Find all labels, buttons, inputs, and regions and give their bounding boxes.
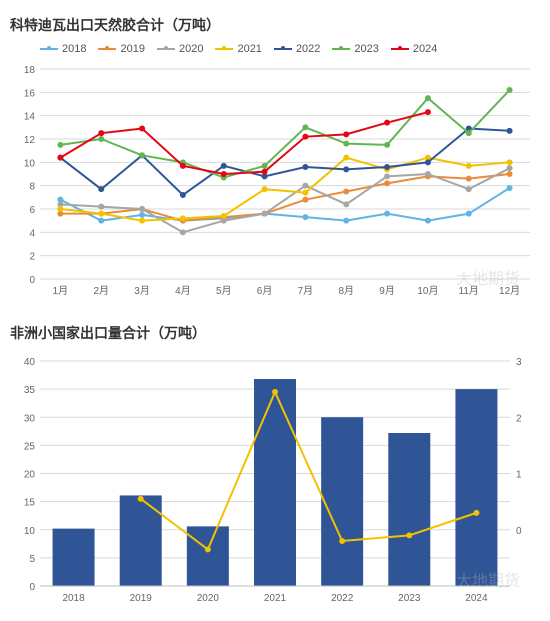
svg-text:10: 10 xyxy=(24,158,36,169)
svg-text:3月: 3月 xyxy=(134,285,150,297)
svg-text:2: 2 xyxy=(29,252,35,263)
svg-text:9月: 9月 xyxy=(379,285,395,297)
svg-text:12月: 12月 xyxy=(499,285,520,297)
svg-text:40: 40 xyxy=(24,357,36,368)
svg-text:8: 8 xyxy=(29,182,35,193)
svg-text:20: 20 xyxy=(24,470,36,481)
svg-text:0: 0 xyxy=(29,582,35,593)
svg-text:2020: 2020 xyxy=(197,593,220,604)
svg-text:6: 6 xyxy=(29,205,35,216)
svg-text:14: 14 xyxy=(24,112,36,123)
svg-text:18: 18 xyxy=(24,65,36,76)
svg-text:0: 0 xyxy=(516,526,522,537)
legend-item: 2019 xyxy=(98,43,144,55)
svg-text:2018: 2018 xyxy=(62,593,85,604)
svg-text:2: 2 xyxy=(516,413,522,424)
svg-text:7月: 7月 xyxy=(298,285,314,297)
chart1-title: 科特迪瓦出口天然胶合计（万吨） xyxy=(10,15,540,35)
svg-text:6月: 6月 xyxy=(257,285,273,297)
svg-text:4: 4 xyxy=(29,228,35,239)
svg-text:11月: 11月 xyxy=(459,285,479,297)
chart2-plot: 0 5 10 15 20 25 30 35 40 0 1 2 3 2018 2019 2020 2021 2022… xyxy=(10,351,540,611)
svg-text:2022: 2022 xyxy=(331,593,354,604)
svg-text:2019: 2019 xyxy=(130,593,153,604)
svg-text:5月: 5月 xyxy=(216,285,232,297)
svg-text:15: 15 xyxy=(24,498,36,509)
svg-text:35: 35 xyxy=(24,385,36,396)
svg-text:4月: 4月 xyxy=(175,285,191,297)
svg-text:10月: 10月 xyxy=(417,285,438,297)
svg-text:16: 16 xyxy=(24,88,36,99)
chart1-legend: 2018 2019 2020 2021 2022 2023 2024 xyxy=(10,43,540,55)
svg-text:1月: 1月 xyxy=(53,285,69,297)
chart1-plot: 0 2 4 6 8 10 12 14 16 18 1月 2月 3月 4月 5月 6月 7月 8月 9月 10月 11月 1… xyxy=(10,59,540,309)
svg-text:5: 5 xyxy=(29,554,35,565)
svg-text:25: 25 xyxy=(24,441,36,452)
legend-item: 2023 xyxy=(332,43,378,55)
svg-text:8月: 8月 xyxy=(338,285,354,297)
legend-item: 2018 xyxy=(40,43,86,55)
svg-text:2023: 2023 xyxy=(398,593,421,604)
svg-text:10: 10 xyxy=(24,526,36,537)
svg-text:12: 12 xyxy=(24,135,36,146)
legend-item: 2021 xyxy=(215,43,261,55)
svg-text:3: 3 xyxy=(516,357,522,368)
svg-text:2021: 2021 xyxy=(264,593,287,604)
svg-text:30: 30 xyxy=(24,413,36,424)
chart2-container: 0 5 10 15 20 25 30 35 40 0 1 2 3 2018 2019 2020 2021 2022… xyxy=(10,351,540,611)
legend-item: 2024 xyxy=(391,43,437,55)
legend-item: 2020 xyxy=(157,43,203,55)
svg-text:2024: 2024 xyxy=(465,593,488,604)
legend-item: 2022 xyxy=(274,43,320,55)
svg-text:2月: 2月 xyxy=(93,285,109,297)
chart2-title: 非洲小国家出口量合计（万吨） xyxy=(10,323,540,343)
svg-text:1: 1 xyxy=(516,470,522,481)
svg-text:0: 0 xyxy=(29,275,35,286)
chart1-container: 0 2 4 6 8 10 12 14 16 18 1月 2月 3月 4月 5月 6月 7月 8月 9月 10月 11月 1… xyxy=(10,59,540,309)
